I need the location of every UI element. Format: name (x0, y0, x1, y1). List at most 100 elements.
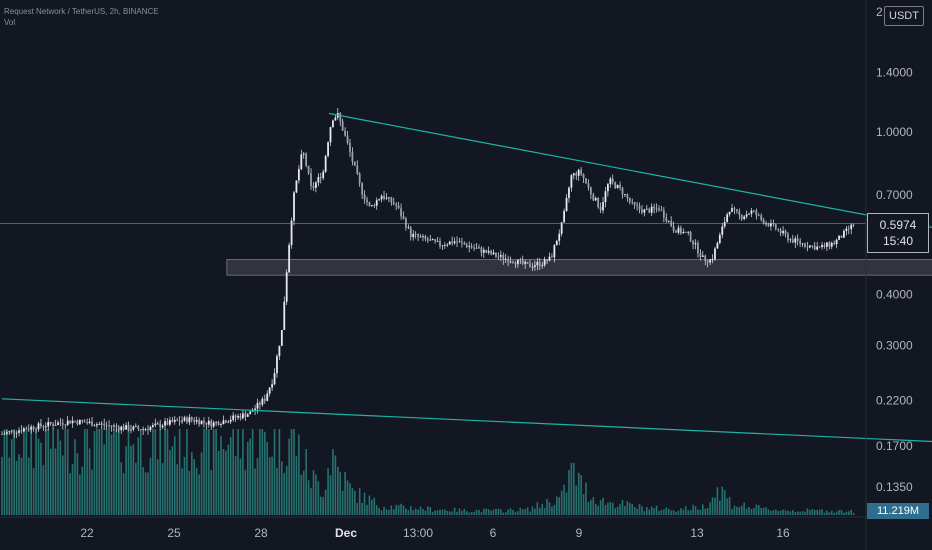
volume-bar (714, 497, 716, 515)
volume-bar (787, 510, 789, 515)
last-volume-label: 11.219M (867, 503, 929, 519)
volume-bar (636, 508, 638, 515)
candle-body (490, 250, 492, 255)
candle-body (830, 242, 833, 247)
candle-body (280, 329, 283, 346)
volume-bar (25, 429, 28, 515)
volume-bar (823, 512, 826, 515)
volume-bar (597, 505, 599, 515)
candle-body (777, 229, 780, 230)
volume-bar (801, 511, 804, 515)
candle-body (434, 239, 437, 242)
long-term-trendline[interactable] (1, 398, 932, 459)
candle-body (229, 419, 232, 422)
candle-body (81, 420, 84, 422)
candle-body (10, 430, 13, 432)
candle-body (402, 216, 405, 219)
candle-body (560, 222, 563, 234)
candle-body (735, 209, 738, 212)
candle-body (782, 230, 784, 234)
volume-bar (850, 509, 853, 515)
volume-bar (375, 505, 378, 515)
candle-body (120, 426, 123, 431)
candle-body (524, 261, 527, 264)
candle-body (611, 178, 614, 183)
volume-indicator-label[interactable]: Vol (4, 18, 16, 27)
candle-body (653, 206, 656, 209)
candle-body (407, 227, 410, 229)
candle-body (171, 419, 174, 422)
volume-bar (249, 438, 251, 515)
volume-bar (229, 437, 232, 515)
candle-body (217, 421, 220, 425)
volume-bar (208, 429, 210, 515)
candle-body (98, 424, 101, 425)
candle-body (541, 265, 544, 266)
candle-body (370, 205, 373, 206)
volume-bar (794, 511, 797, 515)
candle-body (665, 217, 668, 222)
volume-bar (122, 473, 125, 515)
volume-bar (446, 511, 449, 515)
candle-body (716, 242, 719, 249)
candle-body (607, 184, 609, 192)
candle-body (380, 195, 383, 200)
candle-body (521, 260, 524, 264)
chart-legend: Request Network / TetherUS, 2h, BINANCE … (4, 6, 159, 28)
volume-bar (684, 506, 687, 515)
candle-body (137, 426, 140, 430)
volume-bar (748, 506, 750, 515)
volume-bar (760, 507, 762, 515)
support-zone[interactable] (226, 259, 932, 276)
volume-bar (424, 510, 427, 515)
volume-bar (765, 507, 767, 515)
candle-body (546, 259, 548, 261)
volume-bar (120, 462, 123, 515)
volume-bar (98, 429, 101, 515)
volume-bar (458, 508, 461, 515)
candle-body (767, 223, 770, 227)
time-axis-label: 13 (690, 526, 704, 540)
time-axis-label: Dec (335, 526, 357, 540)
candle-body (689, 231, 692, 242)
descending-trendline[interactable] (328, 112, 932, 263)
volume-bar (188, 470, 191, 515)
candle-body (826, 242, 828, 247)
volume-bar (392, 509, 395, 515)
volume-bar (66, 429, 69, 515)
candle-body (543, 259, 546, 266)
candle-body (54, 424, 57, 426)
candle-body (699, 253, 702, 257)
candle-body (40, 423, 42, 427)
candle-body (480, 247, 483, 253)
volume-bar (439, 509, 441, 515)
volume-bar (833, 512, 835, 515)
currency-unit-badge[interactable]: USDT (884, 6, 924, 26)
volume-bar (762, 507, 765, 515)
candle-body (49, 422, 52, 424)
candle-body (186, 417, 188, 423)
candle-body (721, 226, 724, 235)
candle-body (682, 232, 685, 234)
volume-bar (147, 472, 149, 515)
symbol-title[interactable]: Request Network / TetherUS, 2h, BINANCE (4, 7, 159, 16)
candle-body (660, 210, 663, 212)
candle-body (791, 239, 794, 243)
candle-body (845, 228, 848, 231)
candle-body (626, 194, 629, 198)
volume-bar (757, 505, 760, 515)
time-axis-label: 13:00 (403, 526, 433, 540)
volume-bar (49, 448, 52, 515)
volume-bar (614, 508, 616, 515)
candle-body (628, 197, 631, 202)
candle-body (353, 161, 356, 166)
volume-bar (775, 509, 777, 515)
candle-body (650, 206, 653, 213)
volume-bar (784, 510, 787, 515)
volume-bar (354, 490, 356, 515)
volume-bar (497, 508, 500, 515)
volume-bar (811, 509, 814, 515)
volume-bar (429, 507, 432, 515)
candle-body (602, 202, 604, 211)
